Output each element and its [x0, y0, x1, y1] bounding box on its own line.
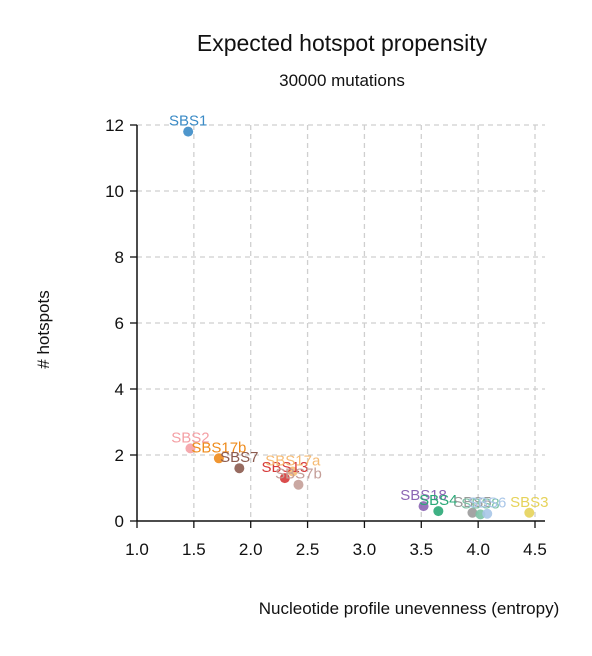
x-tick-label: 2.0 [239, 540, 263, 559]
x-tick-label: 3.0 [353, 540, 377, 559]
data-point [234, 463, 245, 474]
x-tick-label: 4.5 [523, 540, 547, 559]
data-point-label: SBS6 [468, 495, 506, 512]
data-point [185, 443, 196, 454]
ticks: 1.0 1.5 2.0 2.5 3.0 3.5 4.0 4.5 0 2 4 6 8 10 12 [105, 116, 547, 559]
data-point [183, 126, 194, 137]
data-points [183, 126, 535, 520]
y-tick-label: 12 [105, 116, 124, 135]
data-point-label: SBS8 [461, 495, 499, 512]
data-point [524, 507, 535, 518]
data-point-label: SBS7b [275, 466, 322, 483]
data-point [467, 507, 478, 518]
data-point-label: SBS5 [453, 494, 491, 511]
x-tick-label: 4.0 [466, 540, 490, 559]
y-axis-label: # hotspots [34, 290, 53, 368]
data-point [293, 479, 304, 490]
data-point [433, 506, 444, 517]
data-point [287, 466, 298, 477]
chart-title: Expected hotspot propensity [196, 30, 488, 56]
data-point-label: SBS4 [419, 492, 457, 509]
data-point-label: SBS17a [265, 453, 321, 470]
data-point [482, 508, 493, 519]
x-tick-label: 1.0 [125, 540, 149, 559]
x-axis-label: Nucleotide profile unevenness (entropy) [259, 599, 560, 618]
data-point-label: SBS13 [261, 459, 308, 476]
data-point-label: SBS3 [510, 494, 548, 511]
y-tick-label: 10 [105, 182, 124, 201]
data-point-label: SBS18 [400, 487, 447, 504]
data-point-label: SBS17b [191, 439, 246, 456]
y-tick-label: 6 [115, 314, 124, 333]
point-labels: SBS1SBS2SBS17bSBS7SBS13SBS17aSBS7bSBS18S… [169, 113, 549, 513]
data-point-label: SBS1 [169, 113, 207, 130]
data-point-label: SBS2 [171, 429, 209, 446]
grid [137, 124, 545, 521]
data-point [213, 453, 224, 464]
y-tick-label: 2 [115, 446, 124, 465]
x-tick-label: 2.5 [296, 540, 320, 559]
data-point-label: SBS7 [220, 449, 258, 466]
data-point [279, 473, 290, 484]
chart-subtitle: 30000 mutations [279, 71, 405, 90]
y-tick-label: 4 [115, 380, 124, 399]
data-point [418, 501, 429, 512]
y-tick-label: 8 [115, 248, 124, 267]
y-tick-label: 0 [115, 512, 124, 531]
x-tick-label: 1.5 [182, 540, 206, 559]
x-tick-label: 3.5 [409, 540, 433, 559]
